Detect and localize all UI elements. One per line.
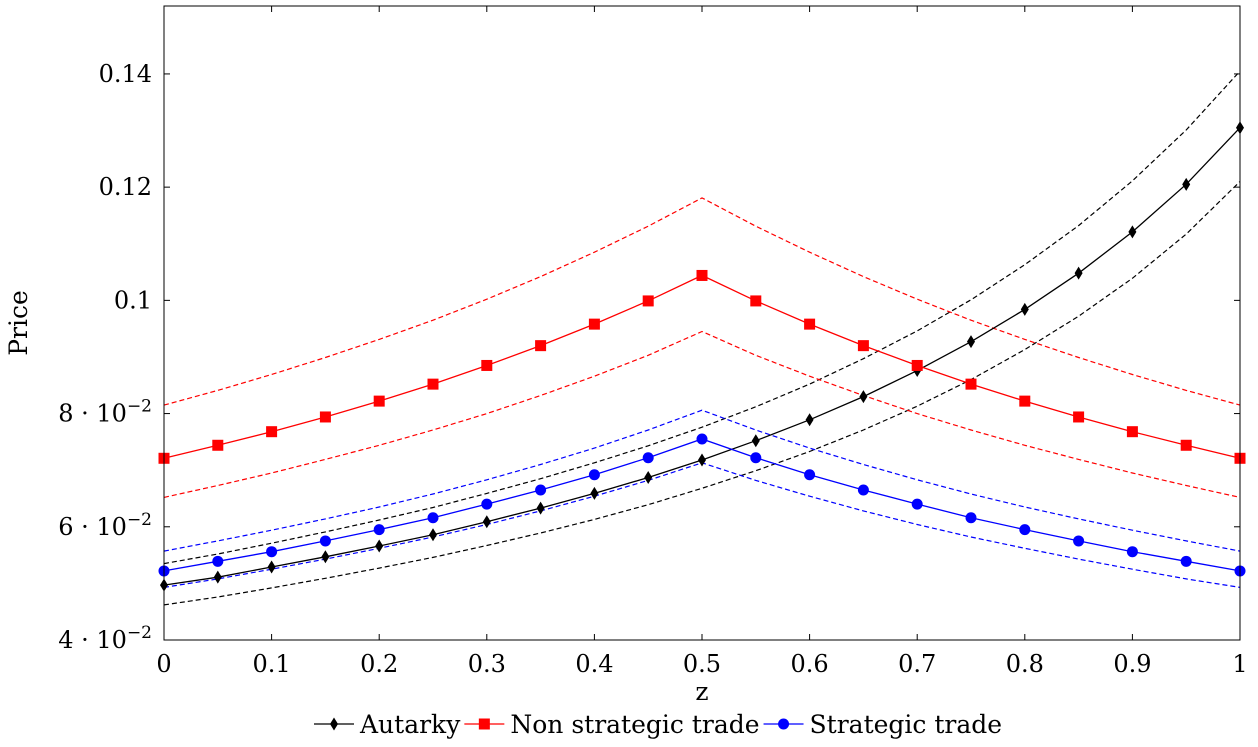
- strategic-trade-point: [373, 524, 385, 536]
- strategic-trade-point: [857, 484, 869, 496]
- non-strategic-trade-band-upper: [163, 197, 1241, 406]
- x-axis-ticks: 0 0.1 0.2 0.3 0.4 0.5 0.6 0.7 0.8 0.9 1: [156, 6, 1248, 678]
- x-tick-label: 0.9: [1113, 650, 1151, 678]
- x-tick-label: 1: [1232, 650, 1247, 678]
- strategic-trade-point: [266, 546, 278, 558]
- x-tick-label: 0.3: [468, 650, 506, 678]
- autarky-point: [1074, 266, 1083, 280]
- autarky-point: [321, 550, 330, 564]
- non-strategic-trade-point: [911, 359, 923, 371]
- strategic-trade-point: [1073, 535, 1085, 547]
- non-strategic-trade-point: [535, 340, 547, 352]
- strategic-trade-band-upper: [163, 409, 1241, 552]
- y-axis-label: Price: [4, 290, 33, 356]
- non-strategic-trade-point: [588, 318, 600, 330]
- autarky-point: [429, 528, 437, 542]
- strategic-trade-point: [1019, 524, 1031, 536]
- non-strategic-trade-point: [266, 426, 278, 438]
- autarky-band-upper: [163, 70, 1241, 565]
- non-strategic-trade-point: [1019, 395, 1031, 407]
- strategic-trade-point: [319, 535, 331, 547]
- autarky-point: [590, 486, 599, 500]
- non-strategic-trade-point: [1073, 411, 1085, 423]
- strategic-trade-point: [535, 484, 547, 496]
- confidence-bands: [163, 70, 1241, 606]
- y-tick-label: 4 · 10−2: [58, 623, 152, 654]
- non-strategic-trade-point: [212, 439, 224, 451]
- legend-marker-autarky: [330, 717, 338, 731]
- legend-label-autarky: Autarky: [359, 710, 461, 739]
- series-markers: [158, 121, 1246, 592]
- autarky-band-lower: [163, 181, 1241, 606]
- non-strategic-trade-point: [696, 269, 708, 281]
- autarky-point: [1020, 302, 1029, 316]
- y-tick-label: 8 · 10−2: [58, 397, 152, 428]
- x-tick-label: 0.6: [791, 650, 829, 678]
- series-lines: [163, 127, 1241, 586]
- legend-label-strategic-trade: Strategic trade: [810, 710, 1003, 739]
- strategic-trade-point: [911, 498, 923, 510]
- strategic-trade-point: [481, 498, 493, 510]
- strategic-trade-point: [642, 452, 654, 464]
- autarky-point: [698, 453, 706, 467]
- non-strategic-trade-point: [965, 378, 977, 390]
- y-tick-label: 6 · 10−2: [58, 510, 152, 541]
- non-strategic-trade-point: [642, 295, 654, 307]
- autarky-point: [1128, 225, 1137, 239]
- y-axis-ticks: 4 · 10−2 6 · 10−2 8 · 10−2 0.1 0.12 0.14: [58, 60, 1240, 654]
- non-strategic-trade-point: [481, 359, 493, 371]
- legend-marker-non-strategic-trade: [478, 718, 490, 730]
- y-tick-label: 0.1: [114, 286, 152, 314]
- autarky-line: [163, 127, 1241, 586]
- autarky-point: [482, 515, 491, 529]
- non-strategic-trade-point: [427, 378, 439, 390]
- autarky-point: [751, 434, 760, 448]
- autarky-point: [536, 501, 545, 515]
- autarky-point: [967, 335, 975, 349]
- autarky-point: [644, 471, 653, 485]
- x-tick-label: 0.5: [683, 650, 721, 678]
- x-tick-label: 0.7: [898, 650, 936, 678]
- strategic-trade-point: [804, 469, 816, 481]
- non-strategic-trade-band-lower: [163, 330, 1241, 498]
- x-tick-label: 0.4: [575, 650, 613, 678]
- non-strategic-trade-point: [804, 318, 816, 330]
- x-tick-label: 0.8: [1006, 650, 1044, 678]
- strategic-trade-point: [427, 512, 439, 524]
- strategic-trade-point: [696, 433, 708, 445]
- autarky-point: [375, 539, 384, 553]
- strategic-trade-band-lower: [163, 462, 1241, 588]
- non-strategic-trade-point: [750, 295, 762, 307]
- y-tick-label: 0.12: [99, 173, 152, 201]
- strategic-trade-point: [212, 555, 224, 567]
- non-strategic-trade-point: [1180, 439, 1192, 451]
- y-tick-label: 0.14: [99, 60, 152, 88]
- strategic-trade-point: [750, 452, 762, 464]
- legend-label-non-strategic-trade: Non strategic trade: [510, 710, 759, 739]
- strategic-trade-point: [1126, 546, 1138, 558]
- autarky-point: [213, 570, 222, 584]
- non-strategic-trade-point: [857, 340, 869, 352]
- autarky-point: [805, 413, 814, 427]
- strategic-trade-point: [588, 469, 600, 481]
- strategic-trade-point: [965, 512, 977, 524]
- legend: Autarky Non strategic trade Strategic trad…: [314, 710, 1002, 739]
- x-tick-label: 0.2: [360, 650, 398, 678]
- x-tick-label: 0: [156, 650, 171, 678]
- non-strategic-trade-line: [163, 274, 1241, 459]
- non-strategic-trade-point: [373, 395, 385, 407]
- legend-marker-strategic-trade: [778, 718, 790, 730]
- non-strategic-trade-point: [319, 411, 331, 423]
- autarky-point: [859, 390, 868, 404]
- autarky-point: [267, 560, 276, 574]
- autarky-point: [1182, 177, 1191, 191]
- x-tick-label: 0.1: [253, 650, 291, 678]
- non-strategic-trade-point: [1126, 426, 1138, 438]
- x-axis-label: z: [695, 677, 708, 706]
- strategic-trade-point: [1180, 555, 1192, 567]
